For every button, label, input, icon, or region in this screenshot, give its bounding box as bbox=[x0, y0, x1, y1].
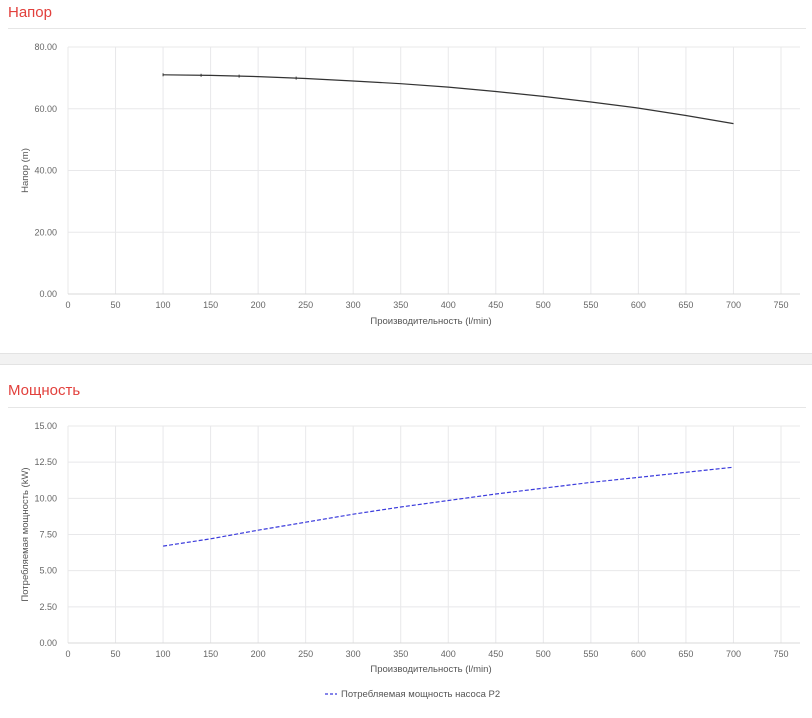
head-panel-title: Напор bbox=[8, 4, 52, 21]
x-tick-label: 750 bbox=[773, 300, 788, 310]
x-tick-label: 150 bbox=[203, 300, 218, 310]
head-title-divider bbox=[8, 28, 806, 29]
x-tick-label: 450 bbox=[488, 300, 503, 310]
y-axis-label: Напор (m) bbox=[20, 148, 31, 193]
x-tick-label: 450 bbox=[488, 649, 503, 659]
y-tick-label: 20.00 bbox=[34, 227, 57, 237]
y-tick-label: 2.50 bbox=[39, 602, 57, 612]
panel-separator bbox=[0, 353, 812, 365]
y-tick-label: 12.50 bbox=[34, 457, 57, 467]
x-tick-label: 550 bbox=[583, 300, 598, 310]
x-tick-label: 600 bbox=[631, 300, 646, 310]
y-tick-label: 60.00 bbox=[34, 104, 57, 114]
power-title-divider bbox=[8, 407, 806, 408]
x-tick-label: 350 bbox=[393, 649, 408, 659]
y-tick-label: 5.00 bbox=[39, 566, 57, 576]
x-tick-label: 500 bbox=[536, 300, 551, 310]
x-tick-label: 300 bbox=[346, 300, 361, 310]
x-tick-label: 700 bbox=[726, 300, 741, 310]
x-axis-label: Производительность (l/min) bbox=[370, 316, 491, 327]
y-tick-label: 15.00 bbox=[34, 421, 57, 431]
x-tick-label: 400 bbox=[441, 649, 456, 659]
legend-label: Потребляемая мощность насоса P2 bbox=[341, 689, 500, 700]
y-tick-label: 0.00 bbox=[39, 638, 57, 648]
y-axis-label: Потребляемая мощность (kW) bbox=[20, 467, 31, 601]
x-tick-label: 150 bbox=[203, 649, 218, 659]
x-tick-label: 250 bbox=[298, 300, 313, 310]
head-chart: 0 50 100 150 200 250 300 350 400 450 500 550 600 650 7… bbox=[20, 42, 800, 327]
y-tick-label: 0.00 bbox=[39, 289, 57, 299]
x-tick-label: 500 bbox=[536, 649, 551, 659]
y-tick-label: 80.00 bbox=[34, 42, 57, 52]
x-tick-label: 350 bbox=[393, 300, 408, 310]
x-tick-label: 0 bbox=[65, 300, 70, 310]
x-tick-label: 550 bbox=[583, 649, 598, 659]
x-tick-label: 50 bbox=[111, 300, 121, 310]
head-panel: Напор 0 50 100 150 200 250 300 350 400 450 500 550 6… bbox=[0, 0, 812, 352]
x-tick-label: 650 bbox=[678, 649, 693, 659]
x-tick-label: 300 bbox=[346, 649, 361, 659]
x-tick-label: 200 bbox=[251, 649, 266, 659]
power-panel-title: Мощность bbox=[8, 382, 81, 399]
x-tick-label: 750 bbox=[773, 649, 788, 659]
y-tick-label: 10.00 bbox=[34, 493, 57, 503]
x-tick-label: 50 bbox=[111, 649, 121, 659]
x-tick-label: 700 bbox=[726, 649, 741, 659]
y-tick-label: 7.50 bbox=[39, 530, 57, 540]
x-tick-label: 400 bbox=[441, 300, 456, 310]
x-tick-label: 200 bbox=[251, 300, 266, 310]
x-tick-label: 0 bbox=[65, 649, 70, 659]
x-tick-label: 650 bbox=[678, 300, 693, 310]
x-tick-label: 250 bbox=[298, 649, 313, 659]
x-axis-label: Производительность (l/min) bbox=[370, 664, 491, 675]
x-tick-label: 100 bbox=[156, 300, 171, 310]
x-tick-label: 600 bbox=[631, 649, 646, 659]
y-tick-label: 40.00 bbox=[34, 166, 57, 176]
power-chart: 0 50 100 150 200 250 300 350 400 450 500 550 600 650 7… bbox=[20, 421, 800, 700]
series-line bbox=[163, 74, 734, 125]
power-panel: Мощность 0 50 100 150 200 250 300 350 400 450 500 5… bbox=[0, 366, 812, 718]
series-line bbox=[163, 466, 734, 547]
x-tick-label: 100 bbox=[156, 649, 171, 659]
